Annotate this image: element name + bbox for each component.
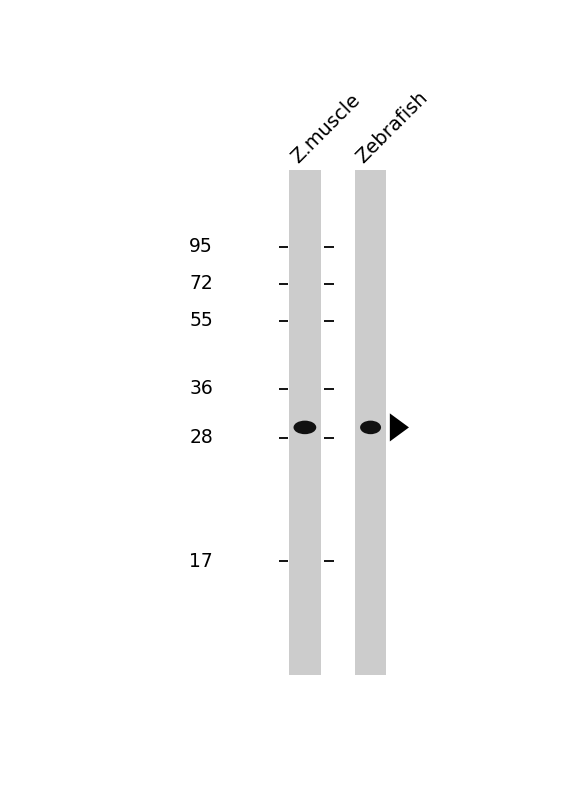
Text: Z.muscle: Z.muscle: [287, 90, 363, 167]
Text: 36: 36: [189, 379, 213, 398]
Text: 95: 95: [189, 238, 213, 257]
Text: 17: 17: [189, 551, 213, 570]
Text: Zebrafish: Zebrafish: [353, 88, 432, 167]
Polygon shape: [390, 414, 409, 442]
Bar: [289, 170, 321, 675]
Ellipse shape: [360, 421, 381, 434]
Text: 72: 72: [189, 274, 213, 294]
Text: 28: 28: [189, 428, 213, 447]
Ellipse shape: [293, 421, 316, 434]
Text: 55: 55: [189, 311, 213, 330]
Bar: [355, 170, 386, 675]
